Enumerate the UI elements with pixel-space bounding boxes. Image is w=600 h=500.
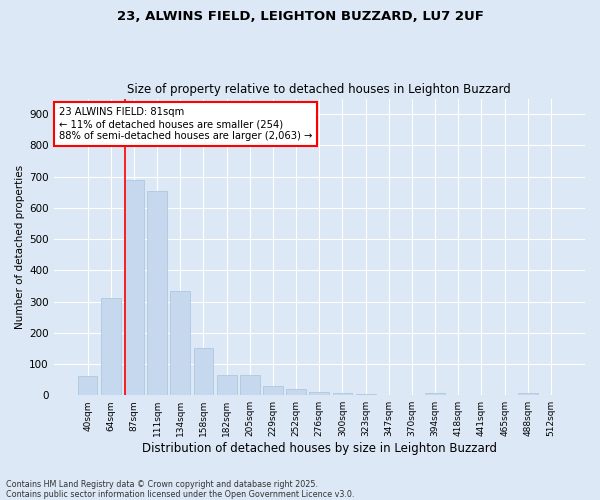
Text: Contains HM Land Registry data © Crown copyright and database right 2025.
Contai: Contains HM Land Registry data © Crown c… — [6, 480, 355, 499]
Bar — [194, 348, 214, 395]
Bar — [124, 180, 144, 395]
Bar — [332, 392, 352, 395]
Bar — [101, 298, 121, 395]
Text: 23, ALWINS FIELD, LEIGHTON BUZZARD, LU7 2UF: 23, ALWINS FIELD, LEIGHTON BUZZARD, LU7 … — [116, 10, 484, 23]
Text: 23 ALWINS FIELD: 81sqm
← 11% of detached houses are smaller (254)
88% of semi-de: 23 ALWINS FIELD: 81sqm ← 11% of detached… — [59, 108, 313, 140]
Bar — [425, 394, 445, 395]
Y-axis label: Number of detached properties: Number of detached properties — [15, 165, 25, 329]
Bar — [310, 392, 329, 395]
X-axis label: Distribution of detached houses by size in Leighton Buzzard: Distribution of detached houses by size … — [142, 442, 497, 455]
Bar — [148, 190, 167, 395]
Bar — [286, 389, 306, 395]
Bar — [356, 394, 376, 395]
Bar — [240, 375, 260, 395]
Bar — [170, 290, 190, 395]
Bar — [78, 376, 97, 395]
Title: Size of property relative to detached houses in Leighton Buzzard: Size of property relative to detached ho… — [127, 83, 511, 96]
Bar — [263, 386, 283, 395]
Bar — [518, 392, 538, 395]
Bar — [217, 375, 236, 395]
